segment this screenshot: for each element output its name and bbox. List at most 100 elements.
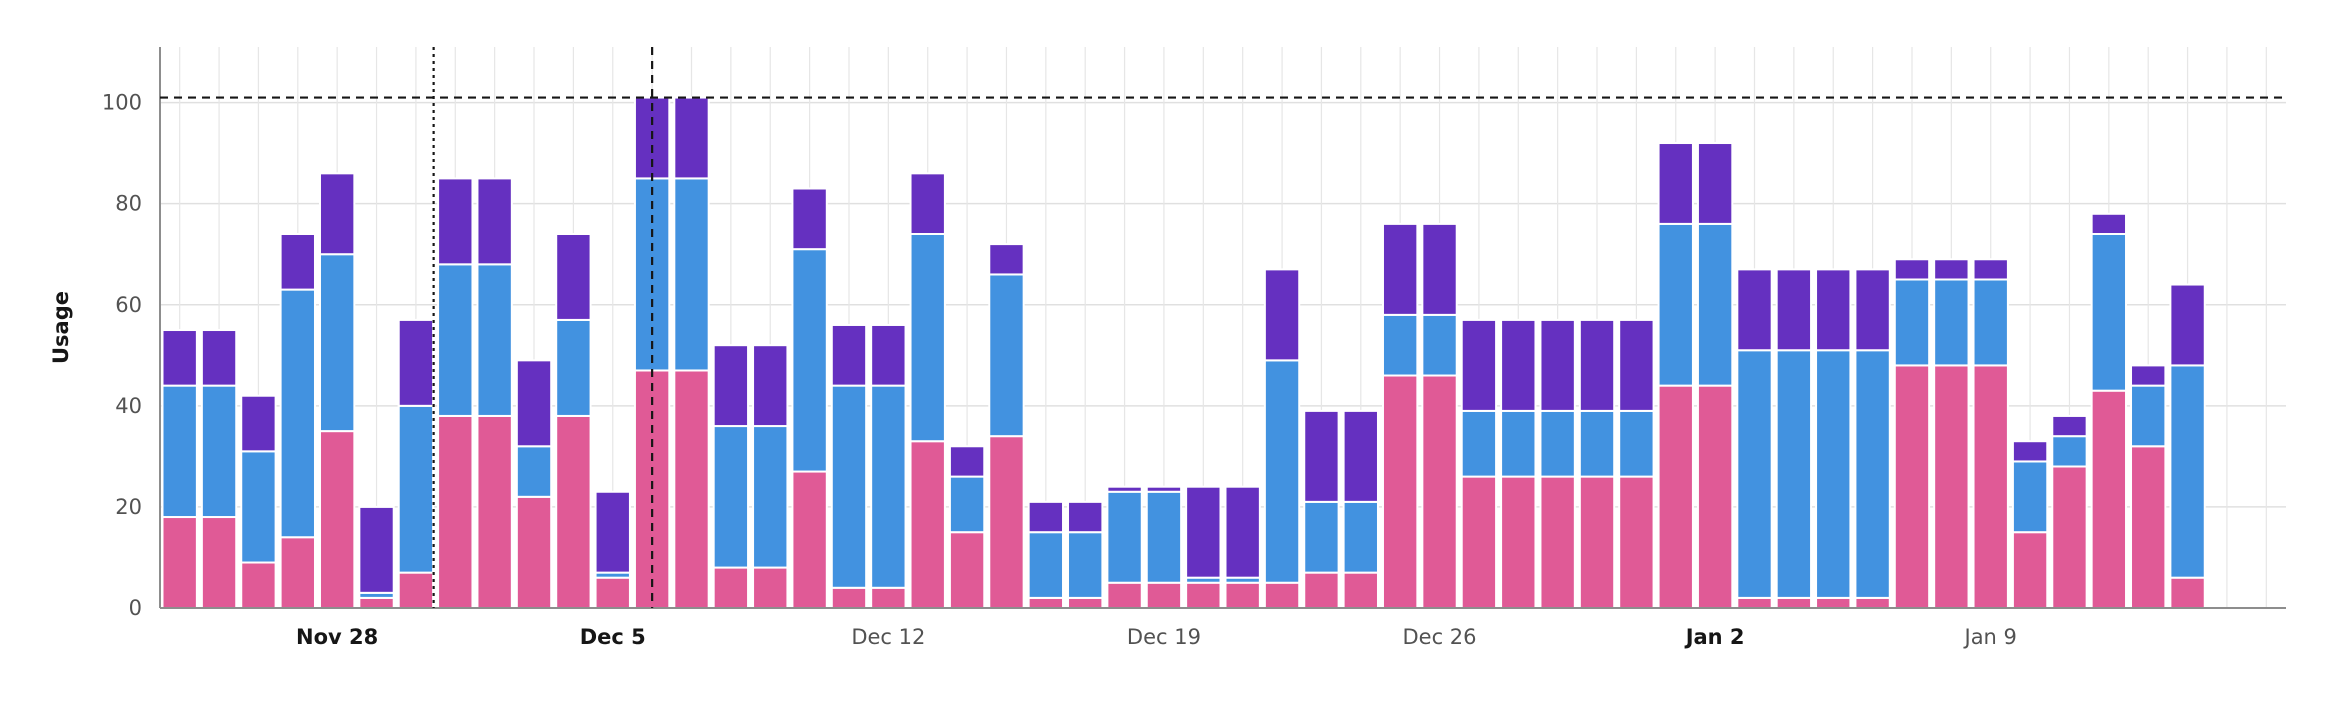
bar-segment-series-1[interactable] bbox=[1145, 581, 1183, 610]
bar-segment-series-3[interactable] bbox=[594, 490, 631, 574]
bar-segment-series-1[interactable] bbox=[1657, 384, 1694, 609]
bar-segment-series-3[interactable] bbox=[1027, 500, 1065, 534]
bar-segment-series-3[interactable] bbox=[1618, 318, 1655, 412]
bar-segment-series-1[interactable] bbox=[1815, 596, 1852, 610]
bar-segment-series-1[interactable] bbox=[1933, 364, 1970, 609]
bar-segment-series-2[interactable] bbox=[1775, 349, 1813, 599]
bar-segment-series-1[interactable] bbox=[909, 440, 946, 609]
bar-segment-series-1[interactable] bbox=[2051, 465, 2088, 609]
bar-segment-series-3[interactable] bbox=[791, 187, 828, 251]
bar-segment-series-2[interactable] bbox=[1342, 500, 1379, 574]
bar-segment-series-3[interactable] bbox=[318, 172, 356, 256]
bar-segment-series-1[interactable] bbox=[555, 414, 592, 609]
bar-segment-series-3[interactable] bbox=[2130, 364, 2167, 387]
bar-segment-series-2[interactable] bbox=[200, 384, 238, 519]
bar-segment-series-1[interactable] bbox=[1736, 596, 1773, 610]
bar-segment-series-1[interactable] bbox=[2090, 389, 2128, 610]
bar-segment-series-1[interactable] bbox=[515, 495, 553, 610]
bar-segment-series-3[interactable] bbox=[240, 394, 277, 453]
bar-segment-series-2[interactable] bbox=[1657, 222, 1694, 387]
bar-segment-series-2[interactable] bbox=[948, 475, 986, 534]
bar-segment-series-2[interactable] bbox=[1027, 531, 1065, 599]
bar-segment-series-1[interactable] bbox=[830, 586, 868, 610]
bar-segment-series-1[interactable] bbox=[791, 470, 828, 609]
bar-segment-series-3[interactable] bbox=[2169, 283, 2206, 367]
bar-segment-series-1[interactable] bbox=[948, 531, 986, 610]
bar-segment-series-2[interactable] bbox=[1696, 222, 1734, 387]
bar-segment-series-3[interactable] bbox=[1736, 268, 1773, 352]
bar-segment-series-2[interactable] bbox=[1067, 531, 1104, 599]
bar-segment-series-2[interactable] bbox=[240, 450, 277, 564]
bar-segment-series-1[interactable] bbox=[476, 414, 513, 609]
bar-segment-series-3[interactable] bbox=[476, 177, 513, 266]
bar-segment-series-1[interactable] bbox=[988, 435, 1025, 610]
bar-segment-series-3[interactable] bbox=[555, 233, 592, 321]
bar-segment-series-3[interactable] bbox=[1696, 142, 1734, 225]
bar-segment-series-3[interactable] bbox=[870, 323, 907, 387]
bar-segment-series-3[interactable] bbox=[358, 505, 395, 594]
bar-segment-series-2[interactable] bbox=[2169, 364, 2206, 579]
bar-segment-series-1[interactable] bbox=[161, 516, 198, 610]
bar-segment-series-3[interactable] bbox=[1933, 258, 1970, 281]
bar-segment-series-3[interactable] bbox=[1106, 485, 1143, 493]
bar-segment-series-2[interactable] bbox=[752, 425, 789, 569]
bar-segment-series-2[interactable] bbox=[1972, 278, 2009, 367]
bar-segment-series-2[interactable] bbox=[2051, 435, 2088, 468]
bar-segment-series-1[interactable] bbox=[200, 516, 238, 610]
bar-segment-series-2[interactable] bbox=[673, 177, 710, 372]
bar-segment-series-3[interactable] bbox=[1893, 258, 1931, 281]
bar-segment-series-3[interactable] bbox=[200, 329, 238, 387]
bar-segment-series-1[interactable] bbox=[1303, 571, 1340, 610]
bar-segment-series-3[interactable] bbox=[515, 359, 553, 448]
bar-segment-series-3[interactable] bbox=[1460, 318, 1498, 412]
bar-segment-series-2[interactable] bbox=[318, 253, 356, 433]
bar-segment-series-1[interactable] bbox=[318, 430, 356, 609]
bar-segment-series-3[interactable] bbox=[1775, 268, 1813, 352]
bar-segment-series-1[interactable] bbox=[870, 586, 907, 610]
bar-segment-series-2[interactable] bbox=[397, 404, 435, 574]
bar-segment-series-3[interactable] bbox=[1500, 318, 1537, 412]
bar-segment-series-3[interactable] bbox=[437, 177, 474, 266]
bar-segment-series-1[interactable] bbox=[358, 596, 395, 610]
bar-segment-series-1[interactable] bbox=[437, 414, 474, 609]
bar-segment-series-3[interactable] bbox=[1381, 222, 1419, 316]
bar-segment-series-1[interactable] bbox=[1696, 384, 1734, 609]
bar-segment-series-2[interactable] bbox=[1854, 349, 1891, 599]
bar-segment-series-3[interactable] bbox=[673, 96, 710, 180]
bar-segment-series-2[interactable] bbox=[830, 384, 868, 589]
bar-segment-series-3[interactable] bbox=[279, 233, 316, 291]
bar-segment-series-2[interactable] bbox=[2090, 233, 2128, 392]
bar-segment-series-1[interactable] bbox=[2169, 576, 2206, 609]
bar-segment-series-2[interactable] bbox=[1618, 409, 1655, 478]
bar-segment-series-2[interactable] bbox=[1539, 409, 1576, 478]
bar-segment-series-3[interactable] bbox=[1854, 268, 1891, 352]
bar-segment-series-2[interactable] bbox=[1263, 359, 1301, 584]
bar-segment-series-2[interactable] bbox=[2011, 460, 2049, 534]
bar-segment-series-3[interactable] bbox=[1145, 485, 1183, 493]
bar-segment-series-3[interactable] bbox=[1303, 409, 1340, 503]
bar-segment-series-1[interactable] bbox=[1618, 475, 1655, 610]
bar-segment-series-2[interactable] bbox=[1815, 349, 1852, 599]
bar-segment-series-3[interactable] bbox=[2011, 440, 2049, 463]
bar-segment-series-1[interactable] bbox=[240, 561, 277, 609]
bar-segment-series-1[interactable] bbox=[712, 566, 750, 609]
bar-segment-series-3[interactable] bbox=[1342, 409, 1379, 503]
bar-segment-series-1[interactable] bbox=[2130, 445, 2167, 609]
bar-segment-series-3[interactable] bbox=[909, 172, 946, 235]
bar-segment-series-2[interactable] bbox=[1933, 278, 1970, 367]
bar-segment-series-1[interactable] bbox=[1381, 374, 1419, 609]
bar-segment-series-3[interactable] bbox=[1421, 222, 1458, 316]
bar-segment-series-2[interactable] bbox=[1145, 490, 1183, 584]
bar-segment-series-3[interactable] bbox=[1224, 485, 1261, 579]
bar-segment-series-3[interactable] bbox=[2090, 212, 2128, 235]
bar-segment-series-2[interactable] bbox=[161, 384, 198, 519]
bar-segment-series-1[interactable] bbox=[1460, 475, 1498, 610]
bar-segment-series-3[interactable] bbox=[161, 329, 198, 387]
bar-segment-series-3[interactable] bbox=[948, 445, 986, 478]
bar-segment-series-2[interactable] bbox=[1893, 278, 1931, 367]
bar-segment-series-2[interactable] bbox=[515, 445, 553, 498]
bar-segment-series-3[interactable] bbox=[988, 243, 1025, 276]
bar-segment-series-1[interactable] bbox=[1972, 364, 2009, 609]
bar-segment-series-3[interactable] bbox=[1263, 268, 1301, 362]
bar-segment-series-1[interactable] bbox=[2011, 531, 2049, 610]
